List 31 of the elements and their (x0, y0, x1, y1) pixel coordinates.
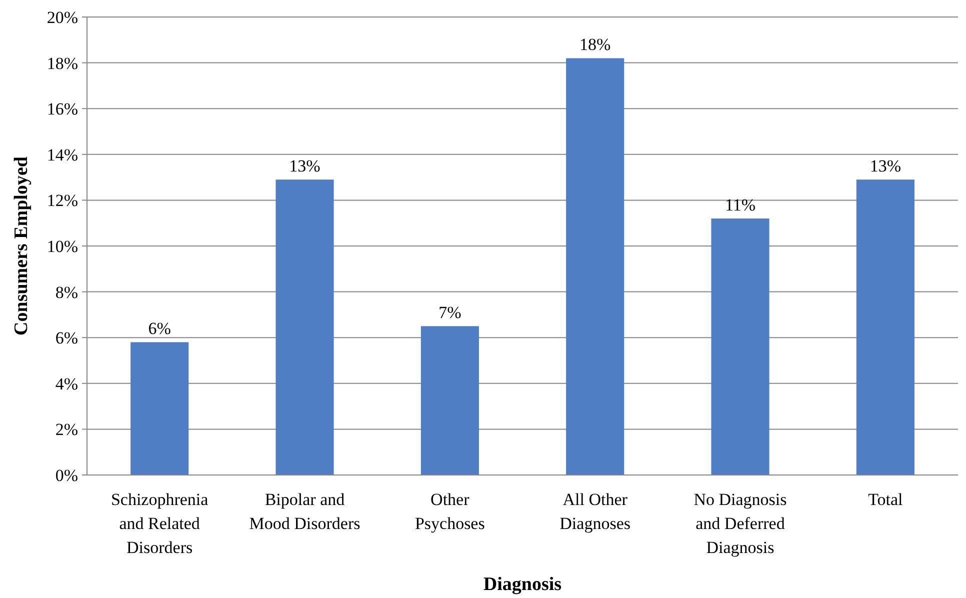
data-label: 6% (148, 319, 171, 338)
x-tick-label: All Other Diagnoses (560, 490, 630, 533)
y-tick-label: 18% (46, 54, 78, 73)
y-tick-label: 2% (55, 420, 78, 440)
data-label: 7% (438, 303, 462, 322)
y-tick-label: 12% (46, 191, 78, 210)
data-label: 18% (579, 35, 611, 54)
x-tick-label: Schizophrenia and Related Disorders (110, 490, 209, 557)
y-tick-label: 0% (55, 466, 78, 485)
x-tick-label: No Diagnosis and Deferred Diagnosis (694, 490, 787, 557)
y-tick-label: 16% (46, 100, 78, 119)
x-tick-label: Bipolar and Mood Disorders (249, 490, 360, 533)
y-tick-label: 4% (55, 374, 78, 394)
bar (856, 180, 914, 475)
bar (566, 58, 624, 475)
y-tick-label: 20% (46, 8, 78, 27)
y-tick-label: 10% (46, 236, 78, 256)
y-tick-label: 8% (55, 282, 78, 302)
data-label: 13% (289, 156, 320, 176)
data-label: 11% (724, 196, 756, 215)
y-tick-label: 14% (46, 145, 78, 164)
x-tick-label: Total (868, 490, 904, 509)
bar (420, 326, 479, 475)
y-tick-label: 6% (55, 328, 78, 348)
data-label: 13% (870, 156, 902, 176)
bar (711, 218, 770, 475)
y-axis-title: Consumers Employed (11, 156, 32, 336)
bar (130, 342, 189, 475)
x-tick-label: Other Psychoses (414, 490, 485, 533)
bar (276, 180, 334, 475)
x-axis-title: Diagnosis (483, 574, 562, 595)
